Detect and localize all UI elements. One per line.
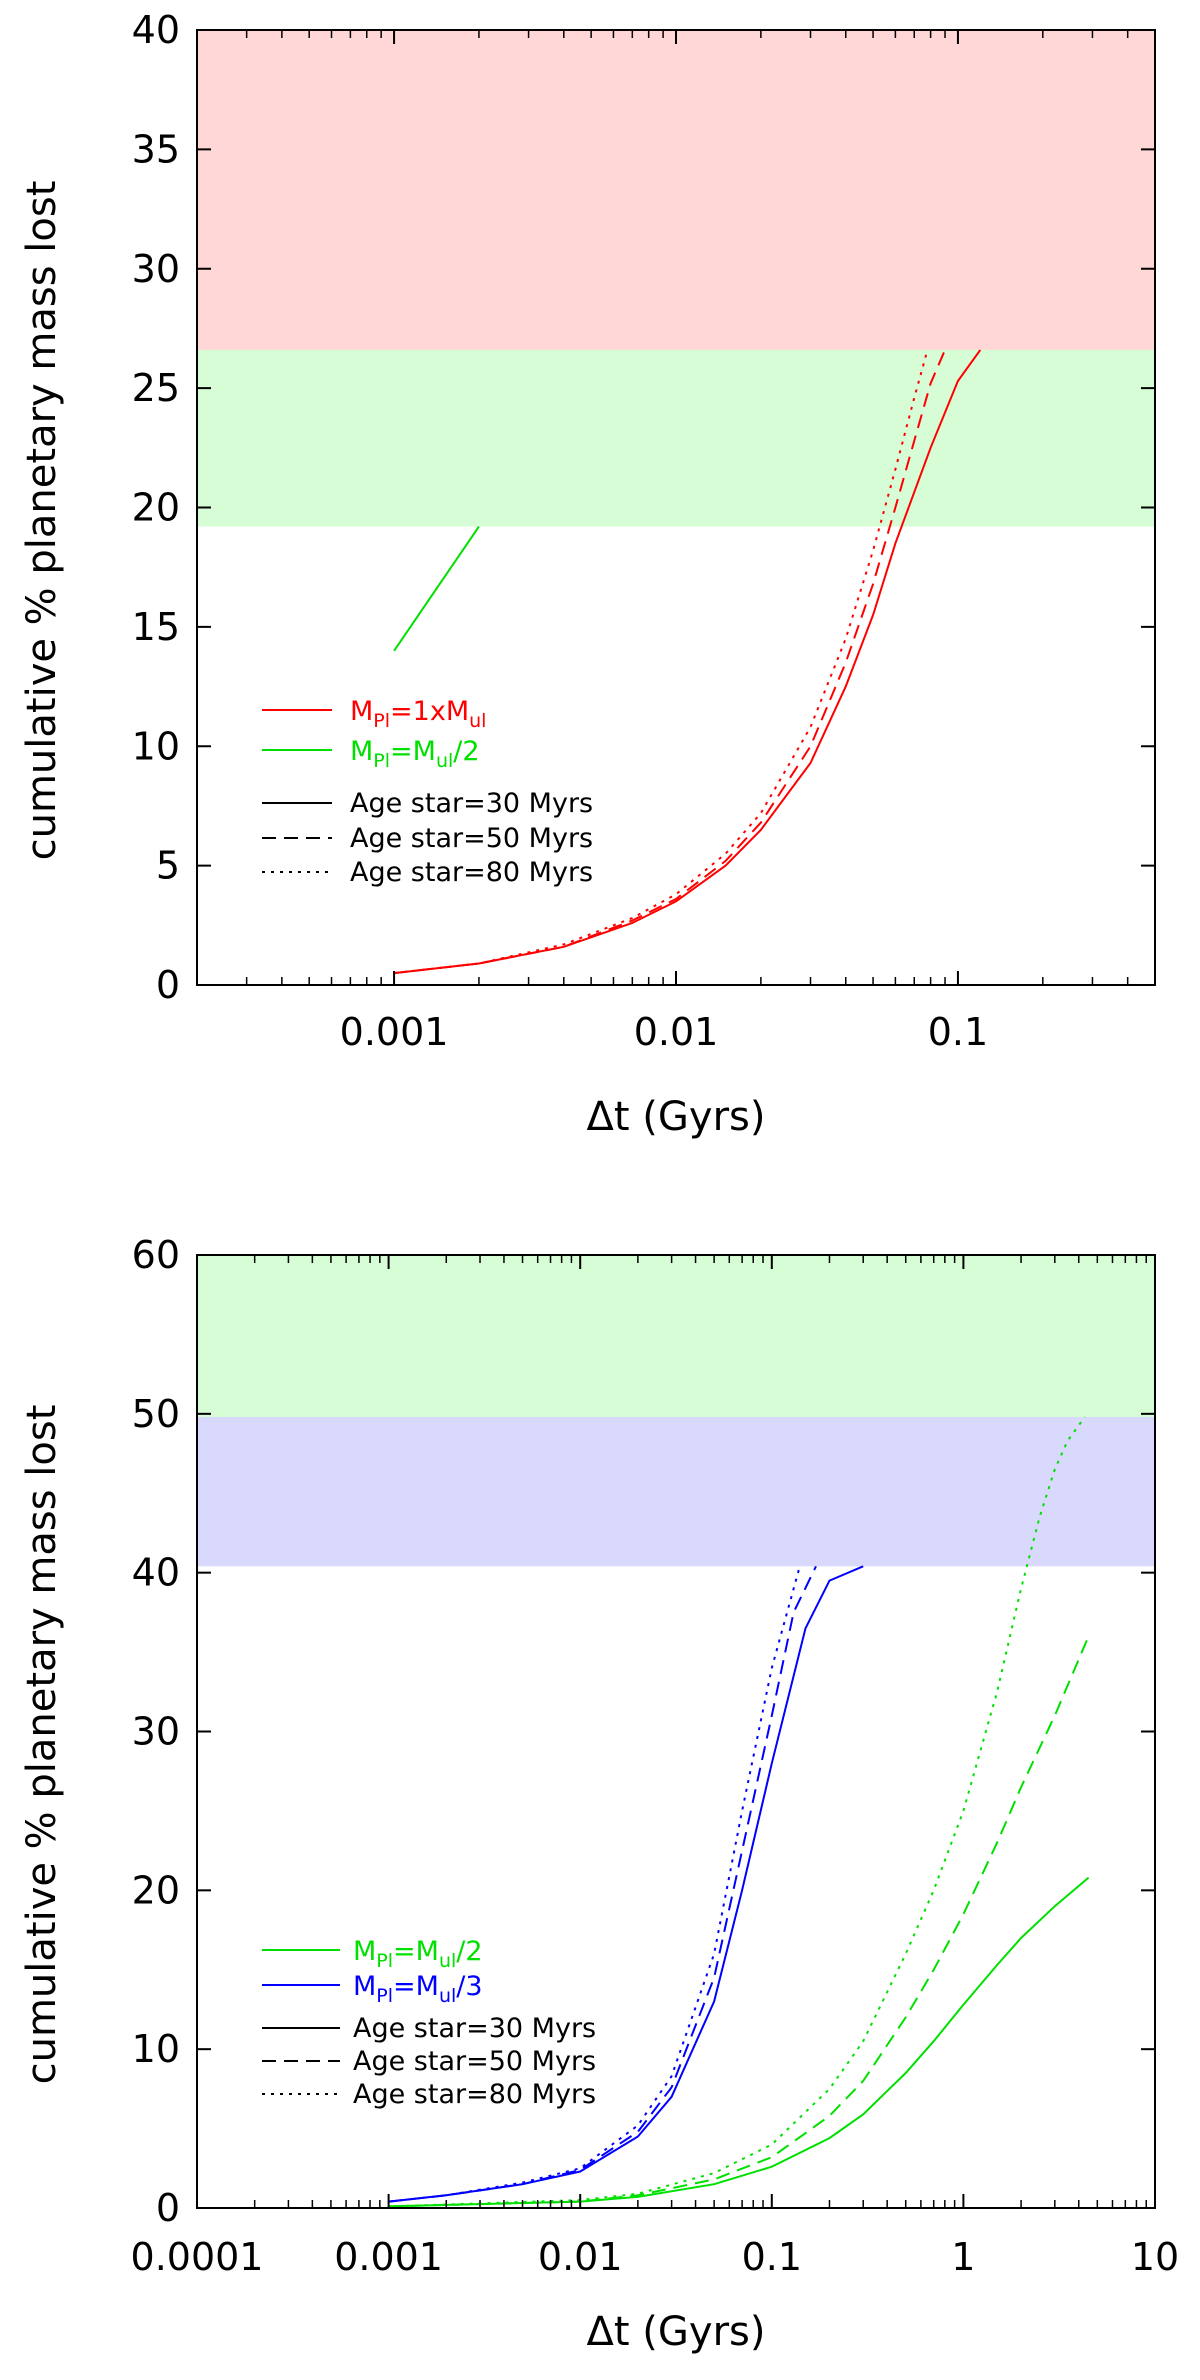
- legend-subscript: ul: [469, 710, 486, 732]
- legend-subscript: Pl: [373, 710, 390, 732]
- x-tick-label: 0.1: [742, 2235, 802, 2279]
- y-tick-label: 35: [132, 127, 180, 171]
- legend-subscript: ul: [439, 1985, 456, 2007]
- y-tick-label: 25: [132, 366, 180, 410]
- legend-text-part: /2: [453, 736, 479, 767]
- legend-text-part: =1xM: [390, 696, 469, 727]
- y-axis-title: cumulative % planetary mass lost: [19, 181, 65, 861]
- legend-subscript: ul: [436, 750, 453, 772]
- y-tick-label: 10: [132, 2027, 180, 2071]
- y-tick-label: 5: [156, 844, 180, 888]
- legend-style-label: Age star=50 Myrs: [350, 823, 593, 854]
- legend-text-part: M: [350, 696, 373, 727]
- series-line: [388, 1416, 1086, 2208]
- y-tick-label: 40: [132, 8, 180, 52]
- y-tick-label: 0: [156, 963, 180, 1007]
- x-tick-label: 0.0001: [131, 2235, 264, 2279]
- legend-text-part: /3: [456, 1971, 482, 2002]
- legend-subscript: Pl: [373, 750, 390, 772]
- legend-style-label: Age star=30 Myrs: [353, 2013, 596, 2044]
- y-tick-label: 50: [132, 1392, 180, 1436]
- x-tick-label: 1: [951, 2235, 975, 2279]
- legend-text-part: /2: [456, 1936, 482, 1967]
- legend-label: MPl=Mul/2: [350, 736, 480, 772]
- chart-1: 0 5 10 15 20 25 30 35 40 0.001 0.01 0.1 Δt (Gyrs) cum…: [19, 8, 1156, 1140]
- legend-style-label: Age star=80 Myrs: [353, 2079, 596, 2110]
- y-tick-label: 40: [132, 1551, 180, 1595]
- x-tick-label: 0.001: [334, 2235, 443, 2279]
- series-line: [393, 526, 480, 652]
- legend-label: MPl=Mul/3: [353, 1971, 483, 2007]
- x-tick-label: 10: [1131, 2235, 1179, 2279]
- legend-text-part: =M: [393, 1936, 439, 1967]
- legend-text-part: M: [353, 1936, 376, 1967]
- legend-label: MPl=Mul/2: [353, 1936, 483, 1972]
- y-tick-label: 10: [132, 724, 180, 768]
- series-line: [388, 1635, 1090, 2208]
- x-axis-title: Δt (Gyrs): [587, 2309, 766, 2355]
- legend-style-label: Age star=30 Myrs: [350, 788, 593, 819]
- y-tick-label: 0: [156, 2186, 180, 2230]
- legend-text-part: M: [353, 1971, 376, 2002]
- y-tick-label: 20: [132, 1868, 180, 1912]
- y-tick-label: 15: [132, 605, 180, 649]
- x-tick-label: 0.001: [340, 1010, 449, 1054]
- legend-text-part: M: [350, 736, 373, 767]
- series-line: [393, 349, 929, 975]
- legend-text-part: =M: [390, 736, 436, 767]
- y-tick-label: 30: [132, 1710, 180, 1754]
- series-line: [393, 349, 946, 975]
- legend-label: MPl=1xMul: [350, 696, 486, 732]
- legend-text-part: =M: [393, 1971, 439, 2002]
- series-line: [388, 1876, 1090, 2208]
- green-band: [197, 349, 1155, 527]
- series-line: [388, 1565, 817, 2203]
- chart-2: 0 10 20 30 40 50 60 0.0001 0.001 0.01 0.1 1 10 Δt (Gy…: [19, 1233, 1179, 2355]
- legend-style-label: Age star=50 Myrs: [353, 2046, 596, 2077]
- x-tick-label: 0.01: [634, 1010, 719, 1054]
- x-axis-title: Δt (Gyrs): [587, 1094, 766, 1140]
- red-band: [197, 30, 1155, 350]
- legend-style-label: Age star=80 Myrs: [350, 857, 593, 888]
- legend-subscript: Pl: [376, 1950, 393, 1972]
- green-band: [197, 1255, 1155, 1418]
- y-tick-label: 30: [132, 247, 180, 291]
- y-axis-title: cumulative % planetary mass lost: [19, 1405, 65, 2085]
- x-tick-label: 0.01: [538, 2235, 623, 2279]
- legend-subscript: Pl: [376, 1985, 393, 2007]
- legend-subscript: ul: [439, 1950, 456, 1972]
- y-tick-label: 60: [132, 1233, 180, 1277]
- blue-band: [197, 1417, 1155, 1567]
- x-tick-label: 0.1: [928, 1010, 988, 1054]
- y-tick-label: 20: [132, 486, 180, 530]
